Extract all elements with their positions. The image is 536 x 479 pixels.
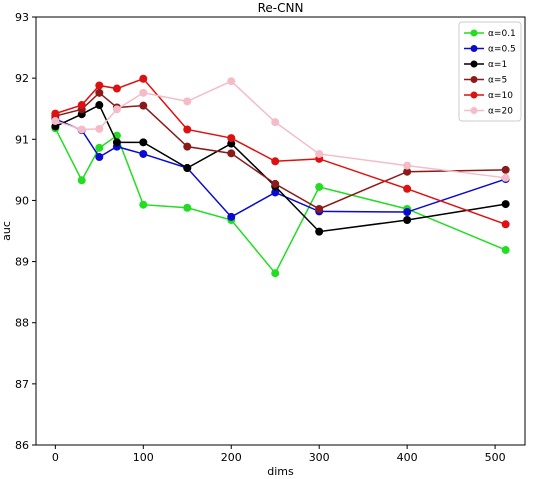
chart-title: Re-CNN [258,1,304,15]
axes: 0 100 200 300 400 500 86 87 88 89 90 91 92 93 [15,11,526,464]
legend-marker [470,76,478,83]
x-tick-label: 500 [485,451,506,464]
legend-marker [470,91,478,99]
data-point [501,200,510,209]
legend: α=0.1 α=0.5 α=1 α=5 α=10 α=20 [458,21,522,122]
legend-label: α=20 [488,107,513,117]
data-point [77,176,86,185]
y-tick-label: 87 [15,378,29,391]
data-point [183,125,192,134]
y-tick-label: 92 [15,72,29,85]
data-point [139,101,148,110]
legend-entry: α=0.1 [464,29,516,39]
legend-entry: α=20 [464,107,513,117]
data-point [271,157,280,166]
data-point [139,200,148,209]
y-axis-title: auc [0,221,13,241]
plot-area [51,74,510,278]
x-tick-label: 400 [397,451,418,464]
data-point [315,149,324,158]
data-point [403,208,412,217]
data-point [77,101,86,110]
data-point [271,179,280,188]
data-point [227,134,236,143]
data-point [77,125,86,134]
data-point [139,138,148,147]
legend-marker [470,107,478,114]
series-line [55,118,506,218]
data-point [112,84,121,93]
data-point [227,212,236,221]
data-point [95,88,104,97]
data-point [51,116,60,125]
y-tick-label: 88 [15,317,29,330]
data-point [501,245,510,254]
data-point [227,139,236,148]
series-1 [51,115,510,221]
data-point [183,164,192,173]
legend-entry: α=5 [464,76,507,86]
legend-entry: α=1 [464,60,507,70]
data-point [139,149,148,158]
x-tick-label: 0 [52,451,59,464]
data-point [183,142,192,151]
data-point [315,204,324,213]
data-point [183,203,192,212]
y-tick-label: 90 [15,194,29,207]
x-axis-title: dims [267,465,294,478]
legend-marker [470,45,478,52]
legend-entry: α=10 [464,91,513,101]
y-tick-label: 86 [15,439,29,452]
data-point [403,167,412,176]
data-point [95,81,104,90]
legend-marker [470,29,478,37]
data-point [139,88,148,97]
data-point [51,109,60,118]
x-tick-label: 200 [221,451,242,464]
data-point [403,215,412,224]
data-point [95,124,104,133]
y-tick-label: 89 [15,256,29,269]
legend-label: α=0.5 [488,45,516,55]
plot-frame [35,16,526,446]
legend-label: α=5 [488,76,507,86]
x-tick-label: 300 [309,451,330,464]
legend-label: α=0.1 [488,29,516,39]
series-4 [51,74,510,229]
data-point [183,97,192,106]
data-point [51,122,60,131]
x-tick-label: 100 [133,451,154,464]
data-point [501,220,510,229]
data-point [271,118,280,127]
legend-entry: α=0.5 [464,45,516,55]
data-point [271,188,280,197]
series-5 [51,77,510,182]
legend-marker [470,60,478,68]
data-point [315,182,324,191]
data-point [95,153,104,162]
legend-label: α=10 [488,91,513,101]
legend-label: α=1 [488,60,507,70]
series-2 [51,101,510,236]
data-point [112,138,121,147]
data-point [112,105,121,114]
data-point [227,77,236,86]
data-point [95,143,104,152]
series-line [55,104,506,233]
data-point [271,269,280,278]
data-point [501,173,510,182]
y-tick-label: 91 [15,133,29,146]
data-point [501,165,510,174]
data-point [403,184,412,193]
data-point [227,149,236,158]
data-point [139,74,148,83]
data-point [95,101,104,110]
data-point [403,161,412,170]
series-line [55,80,506,179]
data-point [315,227,324,236]
y-tick-label: 93 [15,11,29,24]
